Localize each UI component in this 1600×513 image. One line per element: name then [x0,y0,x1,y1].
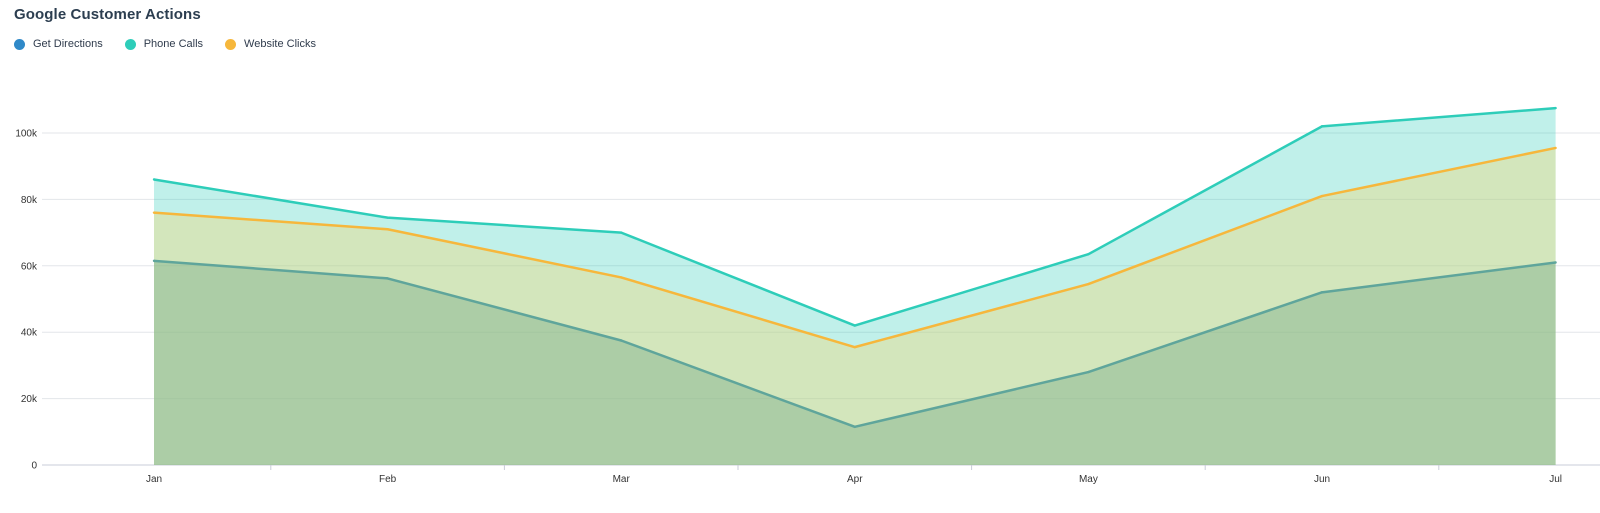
point-get-directions [620,339,623,342]
point-website-clicks [620,276,623,279]
y-tick-label: 60k [21,261,38,272]
point-phone-calls [853,324,856,327]
x-tick-label: May [1079,474,1098,485]
legend-swatch-get-directions [14,38,25,50]
point-website-clicks [152,211,156,214]
x-tick-label: Jul [1549,474,1562,485]
legend-swatch-website-clicks [225,38,237,50]
area-website-clicks [154,147,1556,465]
point-get-directions [386,277,389,280]
x-tick-label: Jan [146,474,162,485]
point-phone-calls [152,178,156,181]
y-tick-label: 80k [21,195,38,206]
point-get-directions [1087,370,1090,374]
y-tick-label: 100k [15,129,38,140]
legend-label-website-clicks: Website Clicks [244,38,316,50]
point-website-clicks [1320,194,1324,198]
point-get-directions [853,425,856,429]
point-phone-calls [620,231,623,234]
legend-item-phone-calls[interactable]: Phone Calls [124,38,204,50]
point-get-directions [152,259,156,263]
point-website-clicks [1087,282,1090,286]
legend: Get Directions Phone Calls Website Click… [14,38,338,50]
x-tick-label: Apr [847,474,863,485]
x-tick-label: Feb [379,474,397,485]
point-get-directions [1320,291,1324,294]
legend-item-get-directions[interactable]: Get Directions [14,38,103,50]
y-tick-label: 20k [21,394,38,405]
legend-swatch-phone-calls [124,38,136,50]
point-website-clicks [853,345,856,349]
x-tick-label: Mar [613,474,631,485]
legend-label-phone-calls: Phone Calls [143,38,204,50]
legend-label-get-directions: Get Directions [33,38,103,50]
point-phone-calls [1554,106,1557,110]
point-website-clicks [386,228,389,231]
point-phone-calls [1087,252,1090,256]
point-phone-calls [1320,125,1324,128]
y-tick-label: 40k [21,328,38,339]
x-tick-label: Jun [1314,474,1330,485]
point-website-clicks [1554,146,1557,150]
area-get-directions [154,260,1556,465]
area-phone-calls [154,108,1556,465]
point-phone-calls [386,216,389,219]
y-tick-label: 0 [31,461,37,472]
legend-item-website-clicks[interactable]: Website Clicks [225,38,316,50]
point-get-directions [1554,261,1557,264]
chart-title: Google Customer Actions [14,6,201,23]
